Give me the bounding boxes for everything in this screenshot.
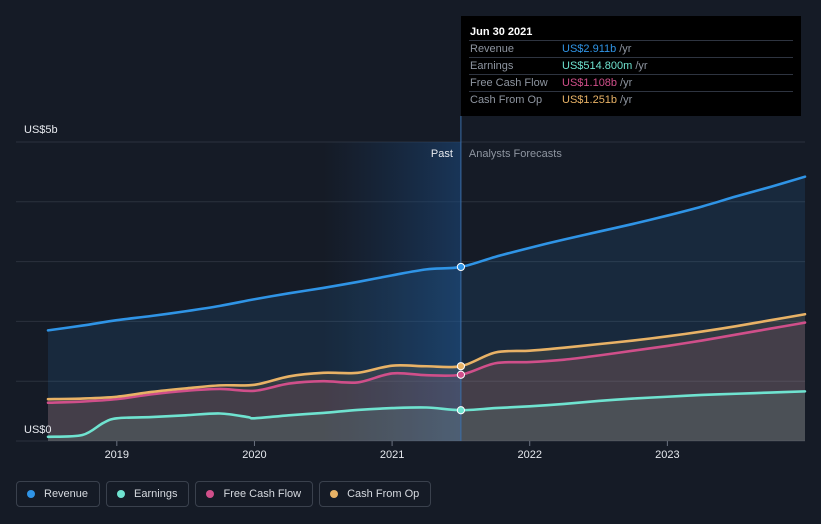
legend-dot-icon xyxy=(206,490,215,498)
series-markers xyxy=(456,262,466,415)
x-tick-label: 2020 xyxy=(242,449,266,461)
legend-item-free-cash-flow[interactable]: Free Cash Flow xyxy=(195,481,314,507)
legend-item-cash-from-op[interactable]: Cash From Op xyxy=(319,481,432,507)
series-lines xyxy=(46,175,807,439)
legend-dot-icon xyxy=(330,490,339,498)
tooltip-label: Free Cash Flow xyxy=(470,77,548,89)
line-free-cash-flow xyxy=(46,321,807,405)
area-cash-from-op xyxy=(48,314,805,441)
past-label: Past xyxy=(431,148,453,160)
y-axis-label-top: US$5b xyxy=(24,124,58,136)
line-revenue xyxy=(46,175,807,332)
x-axis-ticks: 2019 2020 2021 2022 2023 xyxy=(105,441,680,461)
legend-label: Cash From Op xyxy=(347,488,420,500)
tooltip-label: Earnings xyxy=(470,60,514,72)
tooltip-row-earnings: Earnings US$514.800m /yr xyxy=(469,57,793,74)
tooltip-unit: /yr xyxy=(620,77,633,89)
area-earnings xyxy=(48,391,805,441)
marker-revenue xyxy=(456,262,466,272)
tooltip-unit: /yr xyxy=(620,94,633,106)
legend-dot-icon xyxy=(27,490,35,498)
tooltip-label: Cash From Op xyxy=(470,94,543,106)
series-areas xyxy=(48,176,805,441)
marker-free-cash-flow xyxy=(456,370,466,379)
x-tick-label: 2019 xyxy=(105,449,129,461)
legend-label: Earnings xyxy=(134,488,178,500)
area-free-cash-flow xyxy=(48,322,805,441)
marker-cash-from-op xyxy=(456,362,466,371)
tooltip-row-revenue: Revenue US$2.911b /yr xyxy=(469,40,793,57)
x-tick-label: 2023 xyxy=(655,449,679,461)
legend-label: Revenue xyxy=(44,488,89,500)
tooltip-label: Revenue xyxy=(470,43,515,55)
tooltip-unit: /yr xyxy=(619,43,632,55)
tooltip-value: US$514.800m xyxy=(562,60,633,72)
legend-item-earnings[interactable]: Earnings xyxy=(106,481,190,507)
marker-earnings xyxy=(456,406,466,415)
legend-dot-icon xyxy=(117,490,126,498)
past-region-shade xyxy=(323,142,461,441)
x-tick-label: 2021 xyxy=(380,449,404,461)
tooltip-value: US$2.911b xyxy=(562,43,617,55)
tooltip-unit: /yr xyxy=(635,60,648,72)
area-revenue xyxy=(48,176,805,441)
legend-label: Free Cash Flow xyxy=(223,488,302,500)
tooltip-row-cash-from-op: Cash From Op US$1.251b /yr xyxy=(469,91,793,108)
tooltip-value: US$1.108b xyxy=(562,77,618,89)
line-cash-from-op xyxy=(46,312,807,401)
tooltip: Jun 30 2021 Revenue US$2.911b /yr Earnin… xyxy=(461,16,801,116)
y-axis-label-bottom: US$0 xyxy=(24,424,52,436)
x-tick-label: 2022 xyxy=(517,449,541,461)
legend-item-revenue[interactable]: Revenue xyxy=(16,481,101,507)
tooltip-value: US$1.251b xyxy=(562,94,618,106)
tooltip-row-free-cash-flow: Free Cash Flow US$1.108b /yr xyxy=(469,74,793,91)
forecast-label: Analysts Forecasts xyxy=(469,148,562,160)
line-earnings xyxy=(46,390,807,439)
legend: Revenue Earnings Free Cash Flow Cash Fro… xyxy=(16,481,432,507)
tooltip-date: Jun 30 2021 xyxy=(470,26,533,38)
